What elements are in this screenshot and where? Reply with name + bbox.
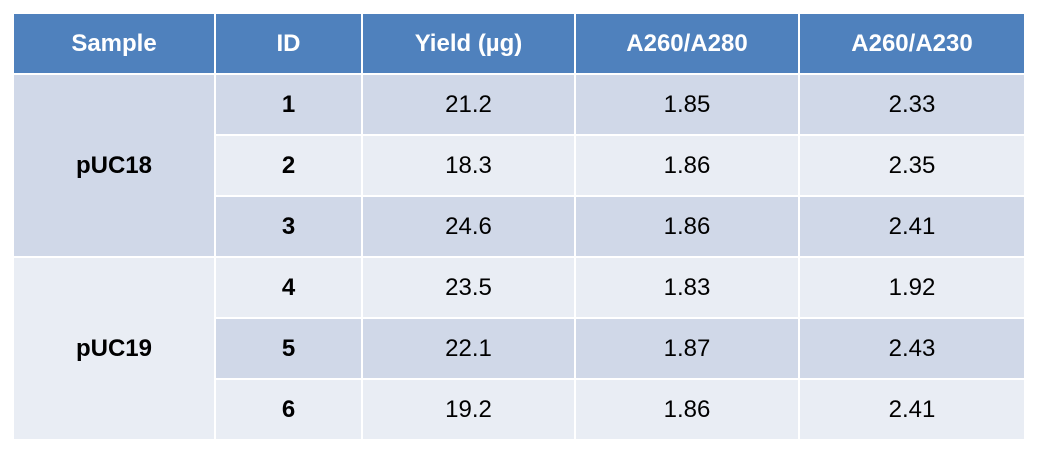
a260-a280-cell: 1.86 bbox=[574, 134, 800, 197]
sample-group-cell: pUC18 bbox=[12, 73, 216, 258]
a260-a280-cell: 1.85 bbox=[574, 73, 800, 136]
a260-a230-cell: 2.35 bbox=[798, 134, 1026, 197]
column-header-a260-a230: A260/A230 bbox=[798, 12, 1026, 75]
table-row: pUC19 4 23.5 1.83 1.92 bbox=[12, 256, 1026, 441]
yield-cell: 24.6 bbox=[361, 195, 576, 258]
a260-a230-cell: 2.43 bbox=[798, 317, 1026, 380]
a260-a280-cell: 1.86 bbox=[574, 195, 800, 258]
table-row: 6 19.2 1.86 2.41 bbox=[13, 378, 1026, 441]
column-header-sample: Sample bbox=[12, 12, 216, 75]
a260-a230-cell: 2.41 bbox=[798, 378, 1026, 441]
a260-a280-cell: 1.83 bbox=[574, 256, 800, 319]
yield-cell: 19.2 bbox=[361, 378, 576, 441]
yield-cell: 23.5 bbox=[361, 256, 576, 319]
table-row: 5 22.1 1.87 2.43 bbox=[13, 317, 1026, 380]
table-row: pUC18 1 21.2 1.85 2.33 bbox=[12, 73, 1026, 258]
id-cell: 1 bbox=[214, 73, 363, 136]
column-header-id: ID bbox=[214, 12, 363, 75]
id-cell: 2 bbox=[214, 134, 363, 197]
yield-cell: 22.1 bbox=[361, 317, 576, 380]
a260-a280-cell: 1.86 bbox=[574, 378, 800, 441]
data-table: Sample ID Yield (µg) A260/A280 A260/A230… bbox=[12, 12, 1026, 441]
yield-cell: 18.3 bbox=[361, 134, 576, 197]
id-cell: 3 bbox=[214, 195, 363, 258]
a260-a230-cell: 1.92 bbox=[798, 256, 1026, 319]
a260-a280-cell: 1.87 bbox=[574, 317, 800, 380]
a260-a230-cell: 2.33 bbox=[798, 73, 1026, 136]
header-row: Sample ID Yield (µg) A260/A280 A260/A230 bbox=[12, 12, 1026, 75]
id-cell: 4 bbox=[214, 256, 363, 319]
column-header-yield: Yield (µg) bbox=[361, 12, 576, 75]
column-header-a260-a280: A260/A280 bbox=[574, 12, 800, 75]
id-cell: 6 bbox=[214, 378, 363, 441]
a260-a230-cell: 2.41 bbox=[798, 195, 1026, 258]
table-row: 2 18.3 1.86 2.35 bbox=[13, 134, 1026, 197]
id-cell: 5 bbox=[214, 317, 363, 380]
yield-cell: 21.2 bbox=[361, 73, 576, 136]
sample-group-cell: pUC19 bbox=[12, 256, 216, 441]
table-row: 3 24.6 1.86 2.41 bbox=[13, 195, 1026, 258]
